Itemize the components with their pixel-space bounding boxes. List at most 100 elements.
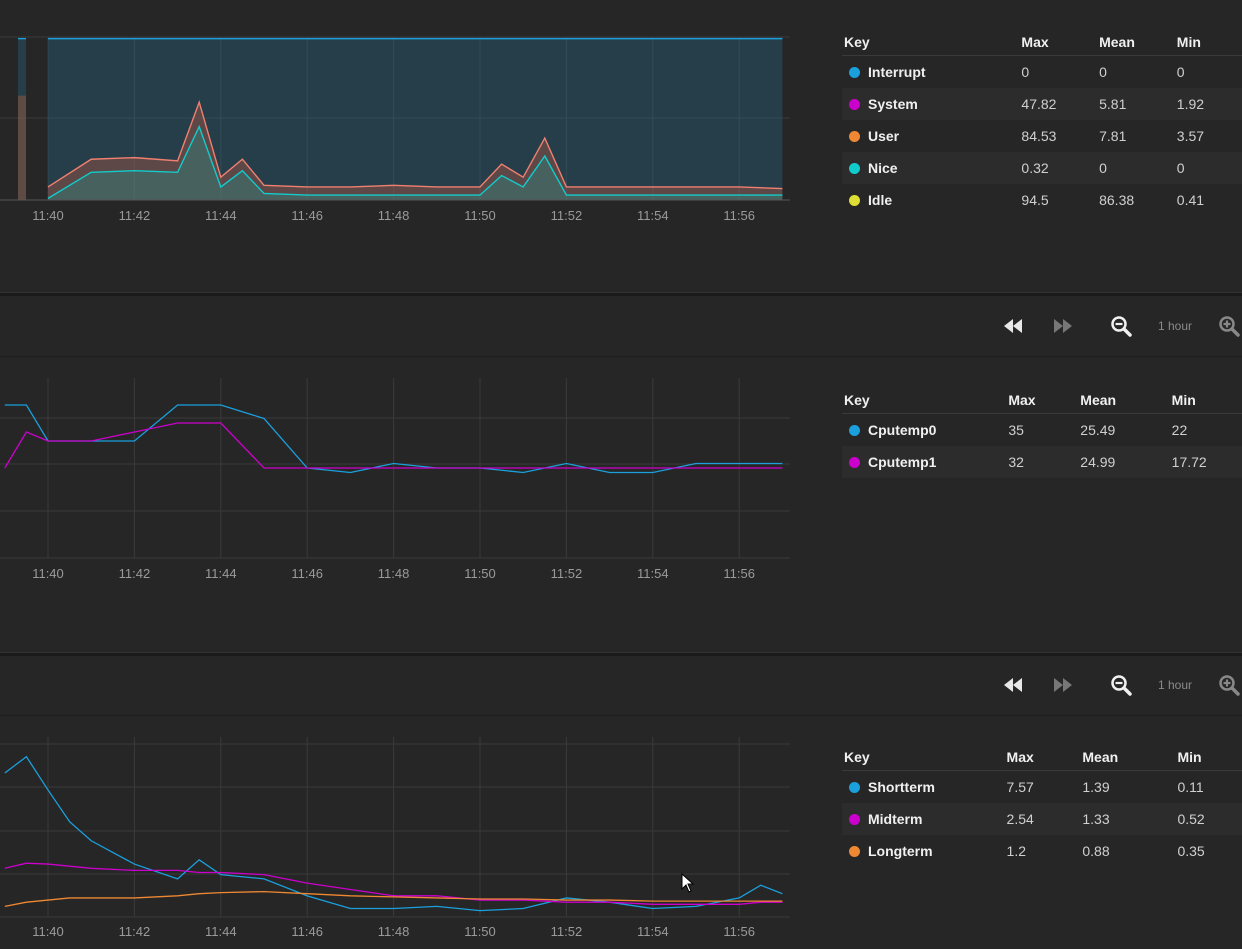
x-tick-label: 11:40 — [32, 566, 64, 581]
legend-row[interactable]: Cputemp1 32 24.99 17.72 — [842, 446, 1242, 478]
x-tick-label: 11:54 — [637, 924, 669, 939]
x-tick-label: 11:54 — [637, 566, 669, 581]
legend-header-min: Min — [1175, 744, 1242, 771]
legend-max: 35 — [1008, 422, 1024, 438]
legend-series-name: User — [842, 120, 1019, 152]
cpu-panel: 11:40 11:42 11:44 11:46 11:48 11:50 11:52 11:54… — [0, 0, 1242, 292]
x-tick-label: 11:44 — [205, 208, 237, 223]
x-tick-label: 11:40 — [32, 924, 64, 939]
legend-row[interactable]: User 84.53 7.81 3.57 — [842, 120, 1242, 152]
legend-header-max: Max — [1004, 744, 1081, 771]
x-tick-label: 11:48 — [378, 208, 410, 223]
series-color-dot-icon — [849, 195, 860, 206]
area-user — [48, 102, 783, 200]
legend-min: 0 — [1176, 64, 1185, 80]
fast-forward-button[interactable] — [1050, 296, 1076, 356]
legend-max: 32 — [1006, 446, 1079, 478]
series-line-shortterm — [4, 755, 783, 912]
legend-mean: 0.88 — [1082, 843, 1110, 859]
load-legend: Key Max Mean Min Shortterm 7.57 1.39 0.11 Midter… — [842, 744, 1242, 867]
legend-max: 2.54 — [1004, 803, 1081, 835]
x-tick-label: 11:50 — [464, 208, 496, 223]
rewind-icon — [1004, 678, 1022, 692]
legend-row[interactable]: System 47.82 5.81 1.92 — [842, 88, 1242, 120]
legend-row[interactable]: Midterm 2.54 1.33 0.52 — [842, 803, 1242, 835]
legend-min: 17.72 — [1169, 446, 1242, 478]
legend-series-name: Midterm — [842, 803, 1005, 835]
legend-header-max: Max — [1006, 387, 1079, 414]
legend-max: 47.82 — [1019, 88, 1098, 120]
zoom-out-icon — [1111, 675, 1132, 696]
legend-header-row: Key Max Mean Min — [842, 29, 1242, 56]
series-color-dot-icon — [849, 457, 860, 468]
series-color-dot-icon — [849, 782, 860, 793]
cpu-temp-chart: 11:40 11:42 11:44 11:46 11:48 11:50 11:52 11:54… — [0, 378, 790, 581]
series-color-dot-icon — [849, 425, 860, 436]
legend-header-row: Key Max Mean Min — [842, 387, 1242, 414]
series-color-dot-icon — [849, 131, 860, 142]
legend-row[interactable]: Shortterm 7.57 1.39 0.11 — [842, 771, 1242, 804]
x-tick-label: 11:46 — [291, 208, 323, 223]
legend-row[interactable]: Interrupt 0 0 0 — [842, 56, 1242, 89]
zoom-in-icon — [1219, 316, 1240, 337]
fast-forward-button[interactable] — [1050, 655, 1076, 715]
legend-header-max: Max — [1019, 29, 1098, 56]
x-tick-label: 11:54 — [637, 208, 669, 223]
zoom-in-button[interactable] — [1216, 655, 1242, 715]
legend-max: 7.57 — [1006, 779, 1034, 795]
legend-row[interactable]: Idle 94.5 86.38 0.41 — [842, 184, 1242, 216]
legend-mean: 5.81 — [1097, 88, 1175, 120]
fast-forward-icon — [1054, 319, 1072, 333]
zoom-in-button[interactable] — [1216, 296, 1242, 356]
series-color-dot-icon — [849, 99, 860, 110]
legend-row[interactable]: Longterm 1.2 0.88 0.35 — [842, 835, 1242, 867]
legend-series-name: Longterm — [842, 835, 1005, 867]
series-color-dot-icon — [849, 67, 860, 78]
legend-min: 0.11 — [1177, 779, 1204, 795]
area-nice — [48, 126, 783, 200]
x-tick-label: 11:48 — [378, 924, 410, 939]
area-idle — [48, 38, 783, 200]
x-tick-label: 11:56 — [723, 208, 755, 223]
legend-mean: 7.81 — [1099, 128, 1127, 144]
legend-max: 0 — [1021, 64, 1030, 80]
fast-forward-icon — [1054, 678, 1072, 692]
zoom-out-button[interactable] — [1108, 296, 1134, 356]
legend-min: 22 — [1171, 422, 1188, 438]
rewind-button[interactable] — [1000, 296, 1026, 356]
legend-header-row: Key Max Mean Min — [842, 744, 1242, 771]
legend-row[interactable]: Nice 0.32 0 0 — [842, 152, 1242, 184]
legend-header-key: Key — [842, 387, 1007, 414]
series-line-user — [47, 99, 783, 190]
legend-header-key: Key — [842, 744, 1005, 771]
x-tick-label: 11:56 — [723, 924, 755, 939]
legend-min: 0.41 — [1176, 192, 1205, 208]
x-tick-label: 11:44 — [205, 924, 237, 939]
x-tick-label: 11:42 — [119, 566, 151, 581]
area-fragment — [18, 38, 26, 200]
area-fragment — [18, 95, 26, 200]
x-tick-label: 11:42 — [119, 924, 151, 939]
series-line-longterm — [4, 890, 783, 908]
legend-min: 0 — [1174, 152, 1242, 184]
x-tick-label: 11:50 — [464, 566, 496, 581]
series-color-dot-icon — [849, 163, 860, 174]
rewind-icon — [1004, 319, 1022, 333]
load-chart: 11:40 11:42 11:44 11:46 11:48 11:50 11:52 11:54… — [0, 737, 790, 939]
legend-header-mean: Mean — [1078, 387, 1170, 414]
series-color-dot-icon — [849, 814, 860, 825]
zoom-out-button[interactable] — [1108, 655, 1134, 715]
series-line-nice — [47, 124, 783, 199]
legend-min: 1.92 — [1174, 88, 1242, 120]
temp-toolbar: 1 hour — [0, 296, 1242, 357]
legend-header-min: Min — [1169, 387, 1242, 414]
legend-series-name: Interrupt — [842, 56, 1019, 89]
x-tick-label: 11:52 — [551, 208, 583, 223]
zoom-out-icon — [1111, 316, 1132, 337]
legend-row[interactable]: Cputemp0 35 25.49 22 — [842, 414, 1242, 447]
legend-mean: 0 — [1099, 64, 1107, 80]
cpu-usage-chart: 11:40 11:42 11:44 11:46 11:48 11:50 11:52 11:54… — [0, 36, 790, 223]
series-color-dot-icon — [849, 846, 860, 857]
x-tick-label: 11:56 — [723, 566, 755, 581]
rewind-button[interactable] — [1000, 655, 1026, 715]
